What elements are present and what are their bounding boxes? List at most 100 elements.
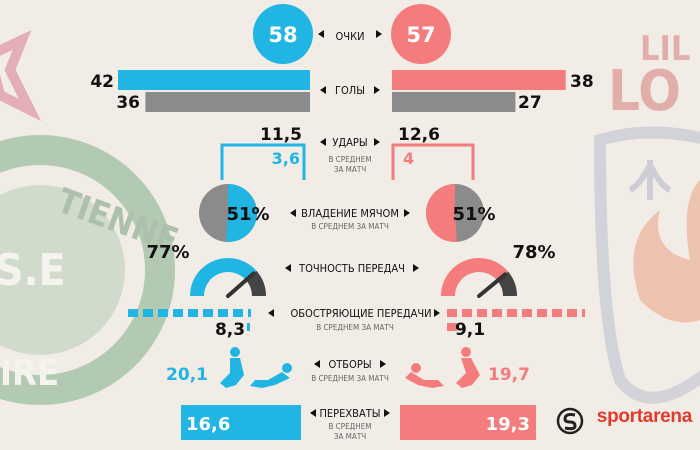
- left-shots-frame: [220, 143, 306, 180]
- left-goals-scored-value: 42: [90, 72, 114, 92]
- left-pass-gauge-fill: [190, 257, 257, 296]
- possession-sublabel: В СРЕДНЕМ ЗА МАТЧ: [311, 222, 389, 231]
- brand: sportarena: [593, 406, 693, 428]
- shots-label: УДАРЫ: [332, 136, 367, 149]
- left-pass-accuracy-value: 77%: [146, 242, 189, 263]
- possession-arrow-right-icon: [404, 209, 410, 217]
- right-club-badge: LIL LO: [593, 29, 700, 404]
- goals-arrow-left-icon: [320, 86, 326, 94]
- pass-arrow-right-icon: [413, 264, 419, 272]
- left-possession-value: 51%: [226, 204, 269, 225]
- interceptions-sublabel-line1: В СРЕДНЕМ: [329, 422, 372, 431]
- goals-label: ГОЛЫ: [335, 84, 365, 97]
- left-badge-ring: [0, 135, 175, 405]
- right-key-pass-block: [492, 309, 502, 317]
- left-shots-on-target-value: 3,6: [272, 149, 300, 168]
- left-badge-text-mid: S.E: [0, 245, 66, 296]
- tackles-arrow-right-icon: [380, 360, 386, 368]
- right-points-value: 57: [406, 23, 435, 47]
- left-tackle-players-icon: [220, 347, 292, 388]
- right-goals-conceded-value: 27: [518, 93, 542, 113]
- right-pass-gauge-fill: [441, 258, 509, 296]
- right-badge-text-top: LIL: [640, 29, 690, 69]
- left-points-value: 58: [268, 23, 297, 47]
- interceptions-label: ПЕРЕХВАТЫ: [319, 407, 380, 420]
- right-key-pass-block: [462, 309, 472, 317]
- points-label: ОЧКИ: [336, 30, 365, 43]
- left-key-pass-block: [203, 309, 213, 317]
- right-key-passes-value: 9,1: [455, 320, 485, 340]
- pass-arrow-left-icon: [285, 264, 291, 272]
- left-badge-inner: [0, 185, 125, 355]
- possession-label: ВЛАДЕНИЕ МЯЧОМ: [301, 207, 399, 220]
- left-pass-gauge-needle: [226, 271, 256, 298]
- interceptions-arrow-left-icon: [310, 409, 316, 417]
- goals-arrow-right-icon: [374, 86, 380, 94]
- interceptions-sublabel-line2: ЗА МАТЧ: [334, 432, 366, 441]
- right-key-pass-block: [522, 309, 532, 317]
- left-key-pass-block: [218, 309, 228, 317]
- interceptions-arrow-right-icon: [384, 409, 390, 417]
- left-key-pass-block-partial: [248, 309, 251, 317]
- right-shots-frame: [391, 143, 475, 180]
- right-key-pass-block-row2: [447, 323, 457, 331]
- left-points-circle: [253, 4, 313, 64]
- points-arrow-right-icon: [376, 30, 382, 38]
- right-tackles-value: 19,7: [488, 365, 530, 385]
- key-passes-sublabel: В СРЕДНЕМ ЗА МАТЧ: [316, 323, 394, 332]
- star-icon: [0, 30, 42, 122]
- right-badge-text-mid: LO: [608, 59, 681, 124]
- right-tackle-players-icon: [405, 347, 480, 388]
- left-possession-pie-slice: [226, 184, 257, 243]
- sportarena-logo-icon: [556, 407, 584, 435]
- left-key-pass-block: [233, 309, 243, 317]
- left-goals-conceded-bar: [145, 92, 310, 112]
- left-shots-total-value: 11,5: [260, 125, 302, 145]
- flame-icon: [633, 180, 700, 323]
- right-points-circle: [391, 4, 451, 64]
- tackles-sublabel: В СРЕДНЕМ ЗА МАТЧ: [311, 374, 389, 383]
- left-key-pass-block: [143, 309, 153, 317]
- right-pass-gauge-needle: [477, 272, 508, 298]
- left-goals-scored-bar: [118, 70, 310, 90]
- left-interceptions-value: 16,6: [186, 414, 230, 435]
- right-possession-value: 51%: [452, 204, 495, 225]
- right-goals-conceded-bar: [392, 92, 516, 112]
- key-passes-label: ОБОСТРЯЮЩИЕ ПЕРЕДАЧИ: [290, 307, 431, 320]
- left-key-pass-block: [188, 309, 198, 317]
- left-interceptions-bar: [181, 405, 301, 440]
- right-interceptions-value: 19,3: [486, 414, 530, 435]
- right-badge-shield: [593, 126, 700, 404]
- left-key-pass-block: [158, 309, 168, 317]
- right-possession-pie-slice: [426, 184, 457, 243]
- right-key-pass-block: [447, 309, 457, 317]
- right-shots-on-target-value: 4: [403, 149, 414, 168]
- right-key-pass-block: [537, 309, 547, 317]
- right-shots-total-value: 12,6: [398, 125, 440, 145]
- keypass-arrow-left-icon: [268, 309, 274, 317]
- fleur-de-lis-icon: [628, 160, 672, 200]
- points-arrow-left-icon: [318, 30, 324, 38]
- shots-sublabel-line1: В СРЕДНЕМ: [329, 155, 372, 164]
- right-key-pass-block: [552, 309, 562, 317]
- right-key-pass-block: [477, 309, 487, 317]
- right-key-pass-block: [507, 309, 517, 317]
- left-badge-text-bottom: IRE: [0, 353, 59, 394]
- right-goals-scored-value: 38: [570, 72, 594, 92]
- shots-arrow-right-icon: [374, 138, 380, 146]
- possession-arrow-left-icon: [290, 209, 296, 217]
- brand-name: sportarena: [596, 406, 693, 427]
- tackles-label: ОТБОРЫ: [328, 358, 371, 371]
- left-key-pass-block: [173, 309, 183, 317]
- left-tackles-value: 20,1: [166, 365, 208, 385]
- left-key-passes-value: 8,3: [215, 320, 245, 340]
- left-key-pass-block: [128, 309, 138, 317]
- right-interceptions-bar: [400, 405, 536, 440]
- left-goals-conceded-value: 36: [116, 93, 140, 113]
- right-key-pass-block: [567, 309, 577, 317]
- keypass-arrow-right-icon: [434, 309, 440, 317]
- left-key-pass-tick: [247, 323, 250, 331]
- shots-arrow-left-icon: [320, 138, 326, 146]
- pass-accuracy-label: ТОЧНОСТЬ ПЕРЕДАЧ: [298, 262, 405, 275]
